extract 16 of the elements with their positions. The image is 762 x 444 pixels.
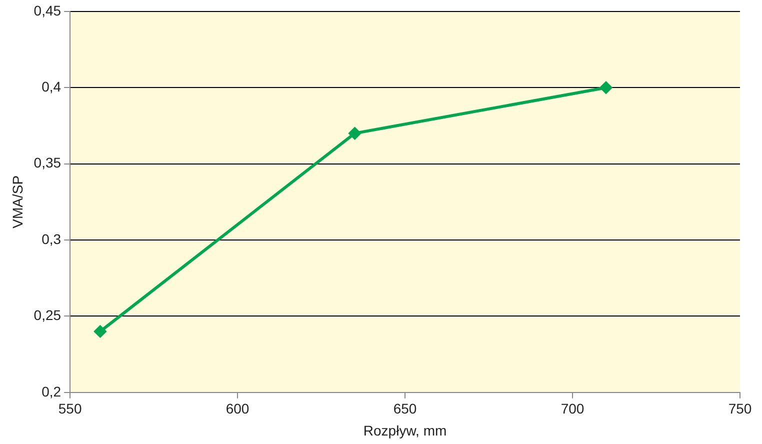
x-axis-title: Rozpływ, mm	[363, 422, 447, 438]
point	[94, 325, 106, 338]
x-tick-label: 700	[560, 400, 584, 417]
y-tick-label: 0,3	[42, 230, 62, 247]
point	[600, 82, 612, 94]
x-tick-label: 550	[58, 400, 82, 417]
x-tick-label: 750	[728, 400, 752, 417]
y-tick-label: 0,35	[34, 154, 62, 171]
x-tick-label: 600	[226, 400, 250, 417]
x-tick-label: 650	[393, 400, 417, 417]
point	[348, 127, 361, 140]
y-tick-label: 0,2	[42, 383, 62, 400]
y-tick-label: 0,25	[34, 307, 62, 324]
y-tick-label: 0,4	[42, 78, 62, 94]
y-tick-label: 0,45	[34, 2, 62, 18]
y-axis-title: VMA/SP	[9, 175, 26, 228]
